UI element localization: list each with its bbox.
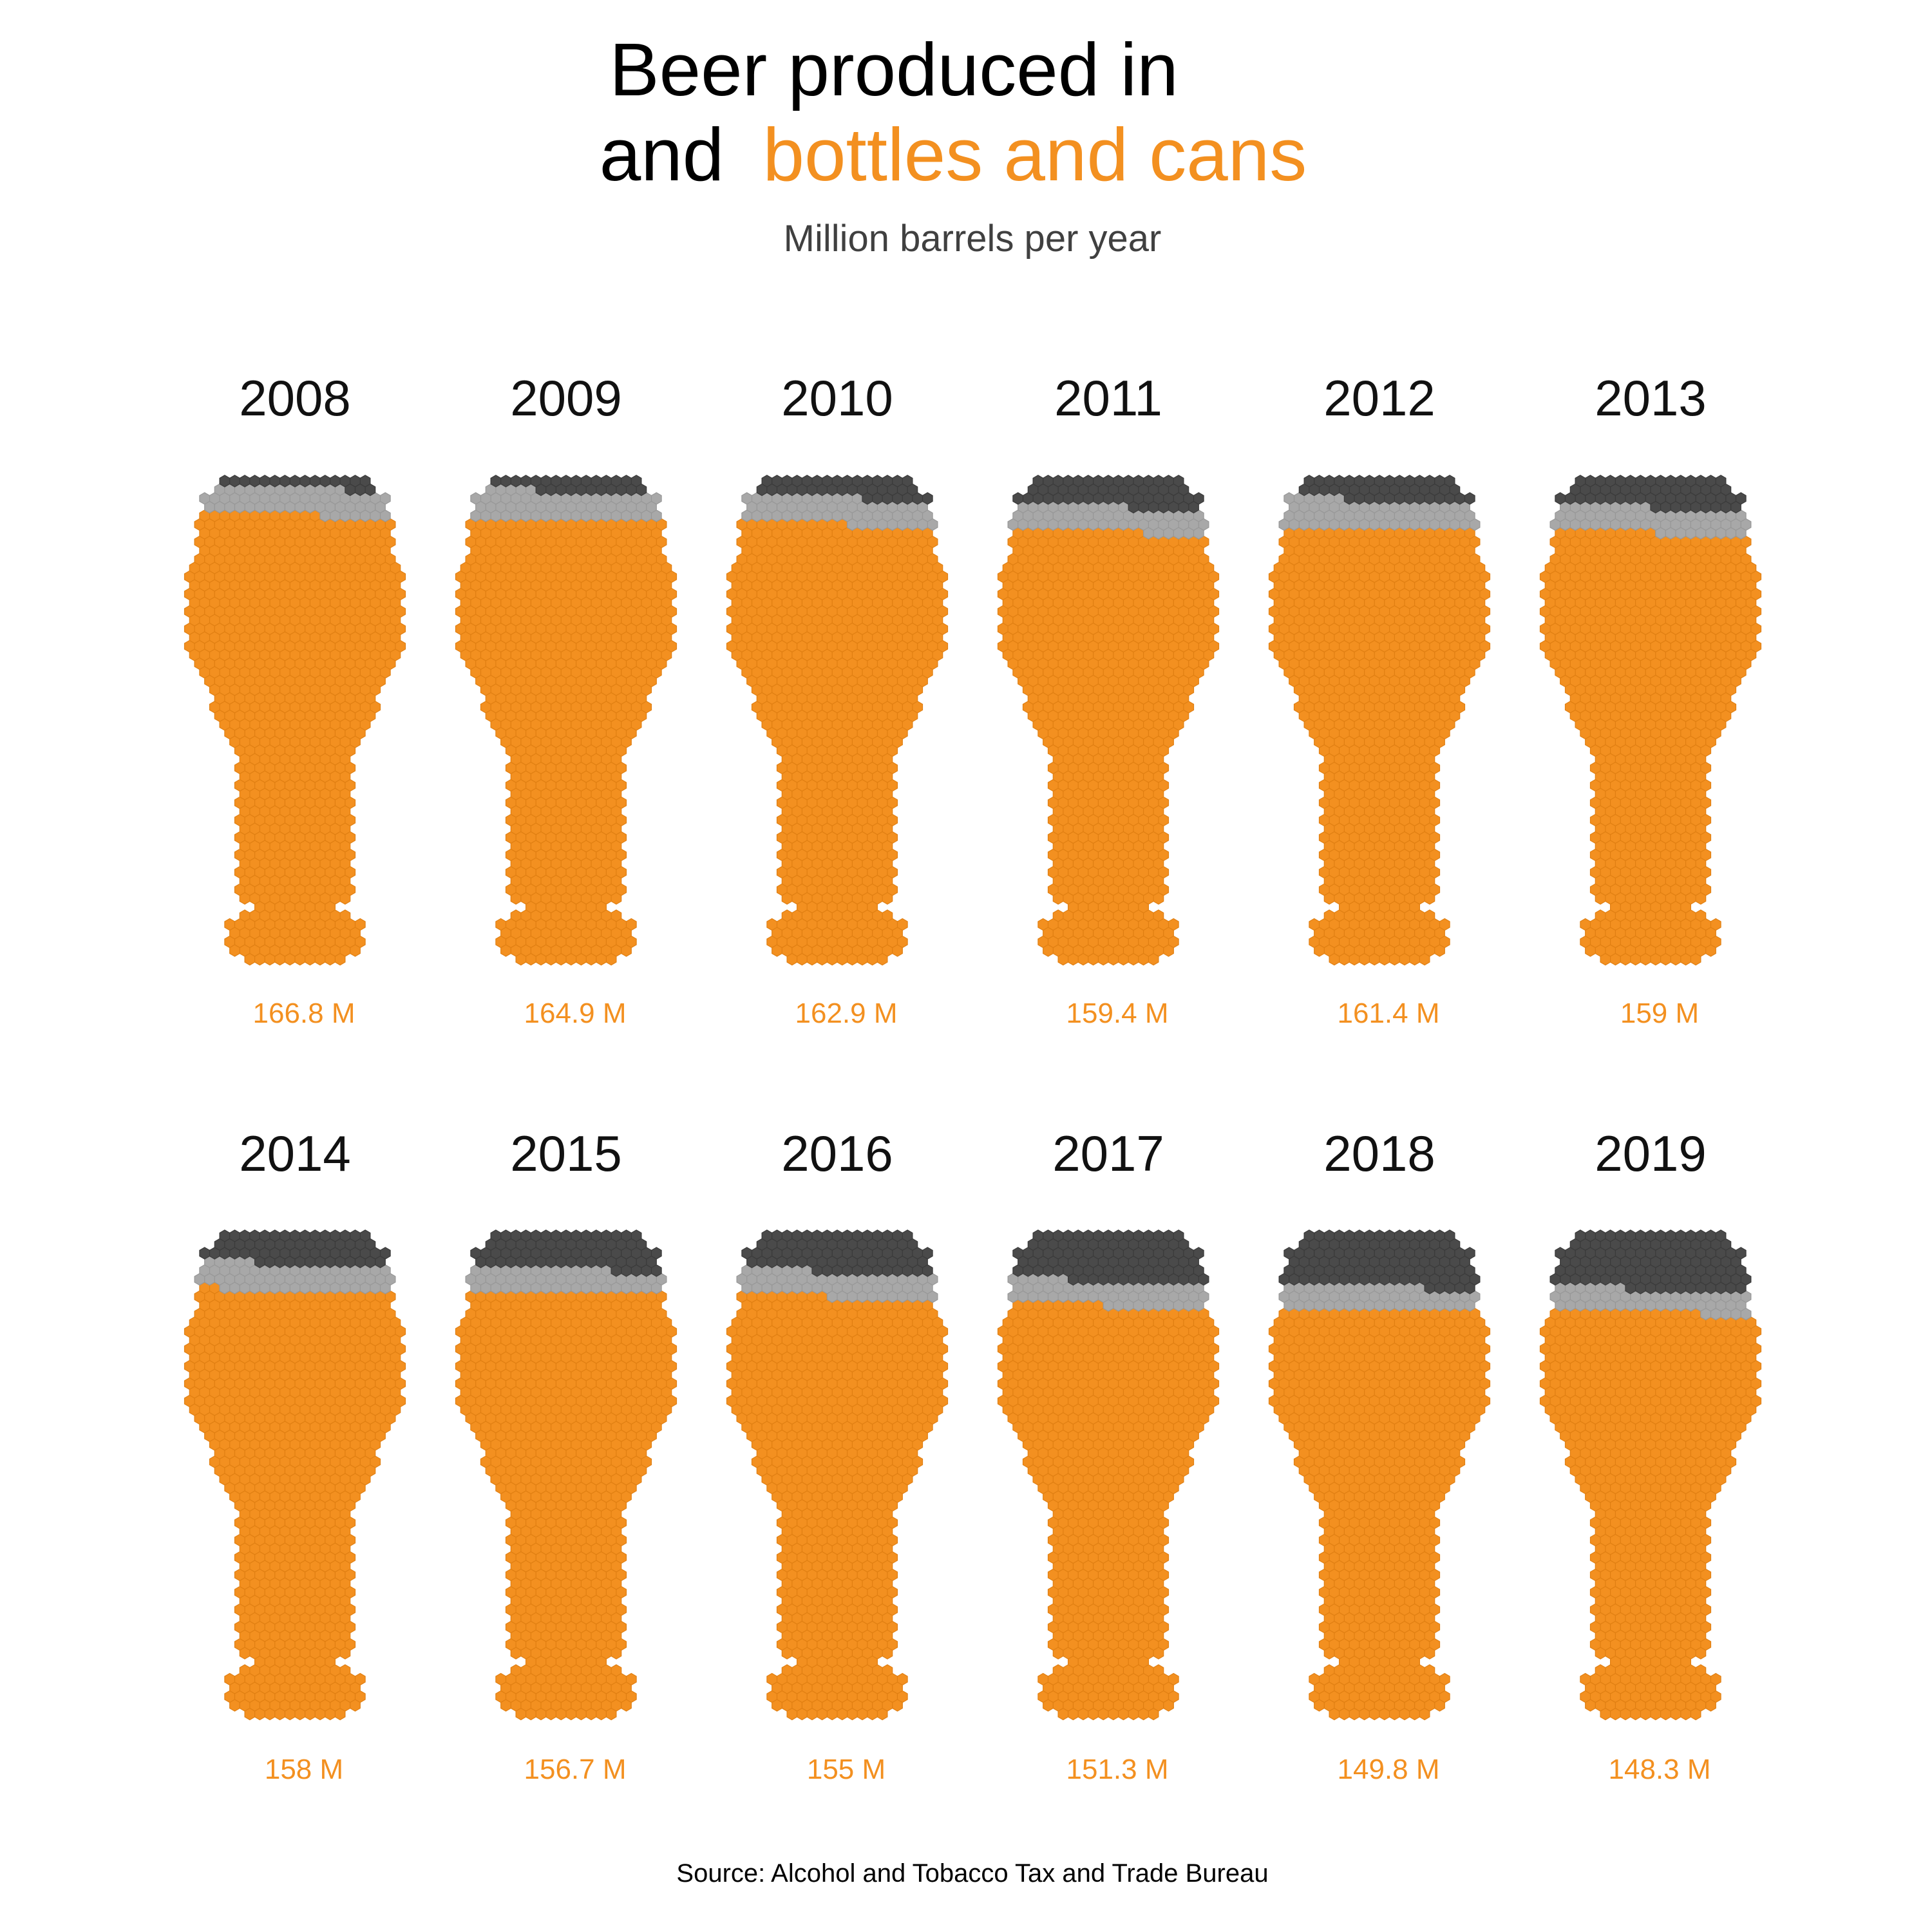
glass-2018 [1268, 1229, 1491, 1721]
value-label-2016: 155 M [807, 1754, 886, 1785]
foam-dark-2019 [1549, 1229, 1752, 1294]
value-label-2009: 164.9 M [524, 998, 627, 1029]
value-label-2011: 159.4 M [1066, 998, 1169, 1029]
glass-2010 [726, 475, 949, 966]
glass-2011 [997, 475, 1220, 966]
chart-title-plain: and [600, 113, 724, 196]
glass-2013 [1539, 475, 1762, 966]
year-label-2017: 2017 [1052, 1125, 1164, 1182]
year-label-2019: 2019 [1595, 1125, 1707, 1182]
foam-dark-2012 [1298, 475, 1475, 505]
year-label-2009: 2009 [510, 370, 622, 426]
foam-dark-2010 [756, 475, 933, 505]
glass-2016 [726, 1229, 949, 1721]
glass-2014 [184, 1229, 406, 1721]
value-label-2018: 149.8 M [1338, 1754, 1440, 1785]
chart-subtitle: Million barrels per year [784, 218, 1162, 260]
glass-2017 [997, 1229, 1220, 1721]
year-label-2014: 2014 [239, 1125, 351, 1182]
beer-fill-2008 [184, 509, 406, 966]
foam-dark-2008 [219, 475, 376, 497]
year-label-2016: 2016 [781, 1125, 893, 1182]
foam-dark-2018 [1278, 1229, 1481, 1294]
value-label-2019: 148.3 M [1609, 1754, 1711, 1785]
value-label-2015: 156.7 M [524, 1754, 627, 1785]
beer-fill-2015 [455, 1290, 677, 1721]
value-label-2008: 166.8 M [253, 998, 355, 1029]
glass-2009 [455, 475, 677, 966]
year-label-2018: 2018 [1323, 1125, 1435, 1182]
foam-dark-2011 [1012, 475, 1204, 514]
beer-fill-2014 [184, 1282, 406, 1721]
year-label-2008: 2008 [239, 370, 351, 426]
year-label-2011: 2011 [1054, 370, 1162, 426]
glass-2015 [455, 1229, 677, 1721]
year-label-2010: 2010 [781, 370, 893, 426]
foam-light-2009 [470, 483, 662, 522]
beer-fill-2019 [1539, 1307, 1762, 1721]
foam-dark-2015 [470, 1229, 662, 1277]
chart-title-line-1: Beer produced in [609, 28, 1178, 111]
beer-fill-2011 [997, 527, 1220, 966]
value-label-2010: 162.9 M [795, 998, 898, 1029]
chart-title-highlight: bottles and cans [762, 113, 1307, 196]
chart-caption: Source: Alcohol and Tobacco Tax and Trad… [676, 1859, 1268, 1888]
glasses-grid: 2008 166.8 M 2009 164.9 M 2010 162.9 M 2011 159… [184, 370, 1762, 1785]
beer-fill-2013 [1539, 527, 1762, 966]
value-label-2014: 158 M [265, 1754, 343, 1785]
foam-dark-2014 [199, 1229, 391, 1269]
beer-fill-2009 [455, 518, 677, 966]
beer-fill-2010 [726, 518, 949, 966]
year-label-2012: 2012 [1323, 370, 1435, 426]
year-label-2013: 2013 [1595, 370, 1707, 426]
beer-fill-2017 [997, 1299, 1220, 1721]
foam-dark-2013 [1555, 475, 1747, 514]
year-label-2015: 2015 [510, 1125, 622, 1182]
value-label-2012: 161.4 M [1338, 998, 1440, 1029]
beer-fill-2016 [726, 1290, 949, 1721]
glass-2008 [184, 475, 406, 966]
glass-2012 [1268, 475, 1491, 966]
foam-light-2015 [465, 1264, 667, 1294]
value-label-2013: 159 M [1620, 998, 1699, 1029]
foam-dark-2016 [741, 1229, 933, 1277]
foam-dark-2009 [490, 475, 647, 497]
foam-dark-2017 [1012, 1229, 1209, 1286]
glass-2019 [1539, 1229, 1762, 1721]
beer-fill-2018 [1268, 1307, 1491, 1721]
value-label-2017: 151.3 M [1066, 1754, 1169, 1785]
chart-title-line-2: and bottles and cans [600, 113, 1307, 196]
beer-fill-2012 [1268, 527, 1491, 966]
